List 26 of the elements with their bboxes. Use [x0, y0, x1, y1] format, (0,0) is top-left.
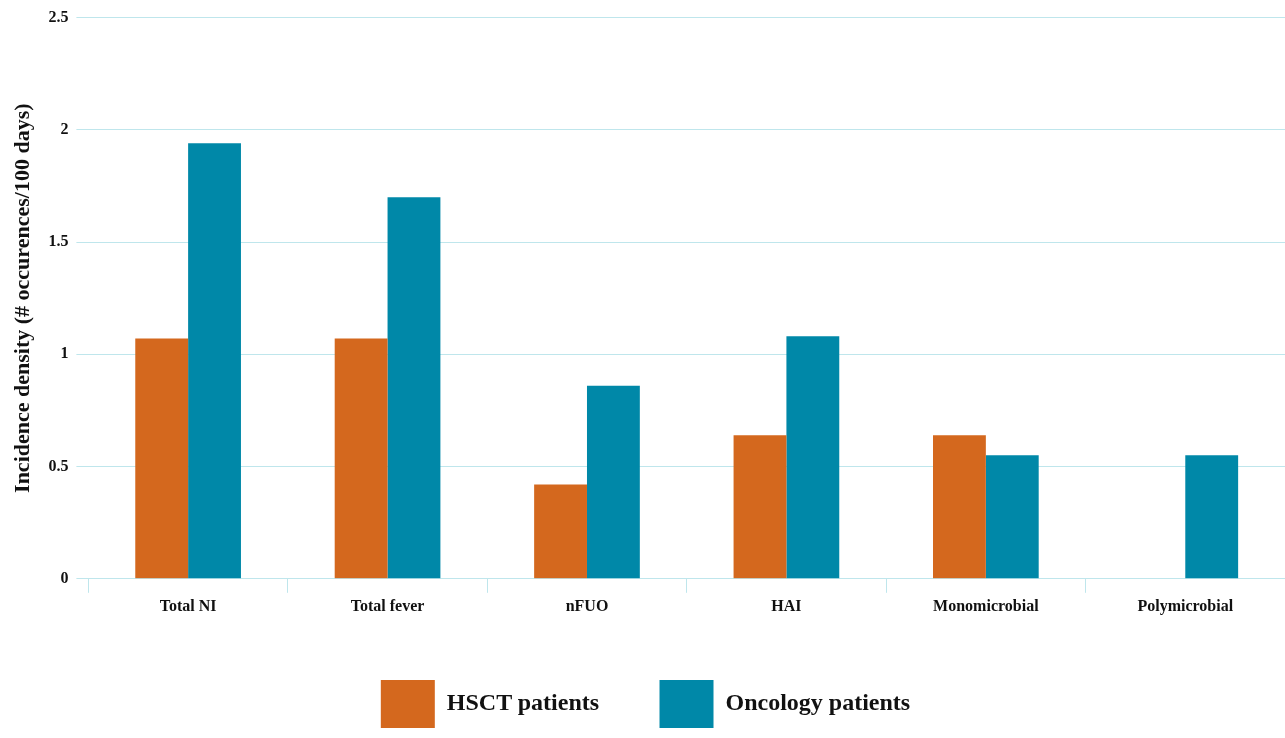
bar	[188, 143, 241, 579]
x-tick-label: Total fever	[350, 596, 425, 614]
bar	[534, 484, 587, 579]
bar	[135, 338, 189, 579]
y-tick-label: 0	[60, 568, 69, 586]
x-tick-label: HAI	[771, 596, 802, 614]
bar	[733, 435, 787, 579]
x-tick-label: Monomicrobial	[933, 596, 1040, 614]
bar	[933, 435, 986, 579]
bar	[1185, 455, 1239, 579]
bar	[334, 338, 388, 579]
legend-label: Oncology patients	[725, 689, 911, 716]
y-tick-label: 1	[60, 344, 69, 362]
y-axis-title: Incidence density (# occurences/100 days)	[8, 103, 34, 493]
y-tick-label: 1.5	[48, 232, 69, 250]
bar	[786, 336, 840, 579]
x-tick-label: Total NI	[159, 596, 217, 614]
y-tick-label: 0.5	[48, 456, 69, 474]
x-tick-label: Polymicrobial	[1137, 596, 1234, 615]
y-tick-label: 2.5	[48, 7, 69, 25]
bar	[387, 197, 441, 579]
legend-label: HSCT patients	[446, 689, 600, 716]
bar	[586, 385, 640, 579]
x-tick-label: nFUO	[565, 596, 609, 614]
y-tick-label: 2	[60, 119, 69, 137]
bar	[985, 455, 1039, 579]
